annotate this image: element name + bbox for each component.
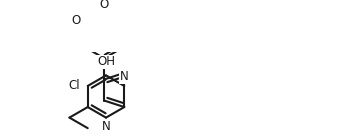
Text: N: N [102,120,110,133]
Text: O: O [100,0,109,11]
Text: OH: OH [97,55,115,68]
Text: O: O [71,14,80,27]
Text: Cl: Cl [68,79,80,92]
Text: N: N [120,70,128,83]
